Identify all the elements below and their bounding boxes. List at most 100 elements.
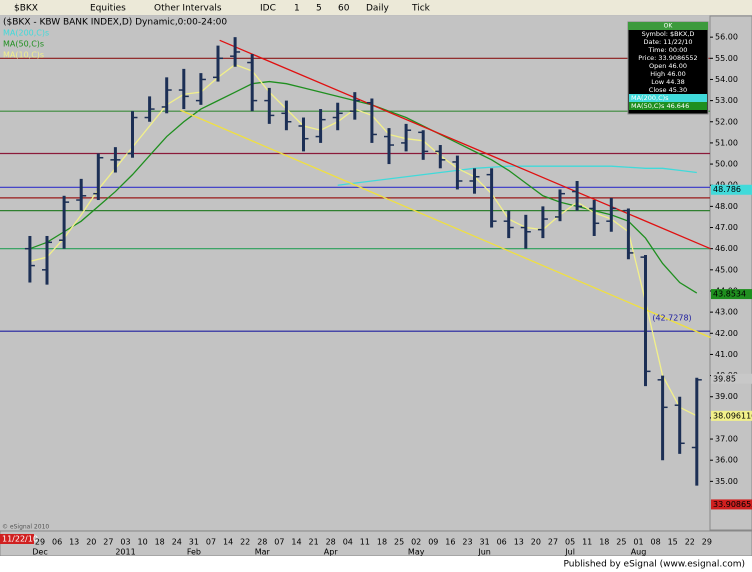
x-tick-label: 18 — [155, 538, 165, 547]
y-tick-label: 52.00 — [715, 117, 738, 126]
y-tick-label: 50.00 — [715, 160, 738, 169]
info-row: Symbol: $BKX,D — [642, 30, 695, 38]
x-month-label: 2011 — [115, 548, 135, 557]
x-tick-label: 27 — [103, 538, 113, 547]
x-month-label: Jun — [477, 548, 491, 557]
x-tick-label: 10 — [138, 538, 148, 547]
toolbar-item[interactable]: Other Intervals — [154, 4, 222, 14]
x-tick-label: 02 — [411, 538, 421, 547]
y-tick-label: 51.00 — [715, 138, 738, 147]
y-tick-label: 42.00 — [715, 329, 738, 338]
price-tag-label: 43.8534 — [713, 290, 746, 299]
x-tick-label: 11 — [582, 538, 592, 547]
info-row: Date: 11/22/10 — [644, 38, 693, 46]
y-tick-label: 43.00 — [715, 308, 738, 317]
info-row: Low 44.38 — [651, 78, 684, 86]
y-tick-label: 55.00 — [715, 54, 738, 63]
x-tick-label: 21 — [309, 538, 319, 547]
x-tick-label: 06 — [497, 538, 507, 547]
x-tick-label: 13 — [514, 538, 524, 547]
x-tick-label: 18 — [377, 538, 387, 547]
x-tick-label: 13 — [69, 538, 79, 547]
x-tick-label: 07 — [274, 538, 284, 547]
legend-entry: MA(10,C)s — [3, 51, 44, 60]
y-tick-label: 45.00 — [715, 265, 738, 274]
date-axis — [0, 530, 752, 557]
x-tick-label: 29 — [702, 538, 712, 547]
info-row: Price: 33.9086552 — [638, 54, 697, 62]
x-tick-label: 18 — [599, 538, 609, 547]
ma-line — [29, 80, 698, 294]
legend-entry: MA(200,C)s — [3, 29, 49, 38]
x-tick-label: 27 — [548, 538, 558, 547]
y-tick-label: 46.00 — [715, 244, 738, 253]
toolbar-item[interactable]: 5 — [316, 4, 322, 14]
x-tick-label: 31 — [480, 538, 490, 547]
copyright: © eSignal 2010 — [2, 524, 49, 531]
price-tag-label: 48.786 — [713, 185, 741, 194]
x-tick-label: 25 — [394, 538, 404, 547]
info-row: Open 46.00 — [649, 62, 687, 70]
x-tick-label: 07 — [206, 538, 216, 547]
info-header: OK — [664, 23, 674, 30]
legend-entry: MA(50,C)s — [3, 40, 44, 49]
ma-line — [29, 63, 698, 417]
toolbar-item[interactable]: 1 — [294, 4, 300, 14]
x-tick-label: 31 — [189, 538, 199, 547]
y-tick-label: 56.00 — [715, 33, 738, 42]
toolbar-item[interactable]: Daily — [366, 4, 389, 14]
x-tick-label: 09 — [428, 538, 438, 547]
toolbar-item[interactable]: Tick — [411, 4, 431, 14]
y-tick-label: 37.00 — [715, 435, 738, 444]
price-tag — [711, 184, 752, 195]
x-month-label: Jul — [564, 548, 575, 557]
chart-title: ($BKX - KBW BANK INDEX,D) Dynamic,0:00-2… — [3, 18, 227, 28]
toolbar-item[interactable]: 60 — [338, 4, 350, 14]
x-tick-label: 16 — [445, 538, 455, 547]
price-tag-label: 33.908655 — [713, 500, 752, 509]
x-tick-label: 01 — [633, 538, 643, 547]
y-tick-label: 35.00 — [715, 477, 738, 486]
x-tick-label: 28 — [257, 538, 267, 547]
footer: Published by eSignal (www.esignal.com) — [563, 560, 745, 570]
price-axis — [709, 15, 752, 531]
cursor-date-box — [0, 534, 34, 544]
x-tick-label: 25 — [616, 538, 626, 547]
y-tick-label: 41.00 — [715, 350, 738, 359]
x-month-label: May — [408, 548, 425, 557]
price-tag — [711, 410, 752, 421]
x-month-label: Dec — [32, 548, 47, 557]
x-month-label: Mar — [255, 548, 271, 557]
price-tag-label: 38.096116 — [713, 411, 752, 420]
x-tick-label: 22 — [240, 538, 250, 547]
x-tick-label: 11 — [360, 538, 370, 547]
info-row: Close 45.30 — [649, 86, 687, 94]
y-tick-label: 47.00 — [715, 223, 738, 232]
info-row: High 46.00 — [650, 70, 686, 78]
x-tick-label: 23 — [462, 538, 472, 547]
x-tick-label: 05 — [565, 538, 575, 547]
info-ma-bg — [629, 102, 707, 110]
x-tick-label: 04 — [343, 538, 353, 547]
x-tick-label: 29 — [35, 538, 45, 547]
x-month-label: Feb — [187, 548, 201, 557]
toolbar-symbol[interactable]: $BKX — [14, 4, 38, 14]
y-tick-label: 54.00 — [715, 75, 738, 84]
y-tick-label: 36.00 — [715, 456, 738, 465]
y-tick-label: 53.00 — [715, 96, 738, 105]
info-row: Time: 00:00 — [648, 46, 688, 54]
x-tick-label: 24 — [172, 538, 182, 547]
annotation: (42.7278) — [652, 313, 691, 322]
x-month-label: Apr — [324, 548, 339, 557]
cursor-date: 11/22/10 — [2, 535, 38, 544]
x-tick-label: 15 — [668, 538, 678, 547]
footer-bar — [0, 556, 752, 572]
x-tick-label: 08 — [651, 538, 661, 547]
toolbar-item[interactable]: Equities — [90, 4, 126, 14]
y-tick-label: 39.00 — [715, 392, 738, 401]
x-tick-label: 22 — [685, 538, 695, 547]
x-tick-label: 03 — [120, 538, 130, 547]
info-ma-row: MA(200,C)s — [631, 94, 669, 102]
toolbar-item[interactable]: IDC — [260, 4, 276, 14]
